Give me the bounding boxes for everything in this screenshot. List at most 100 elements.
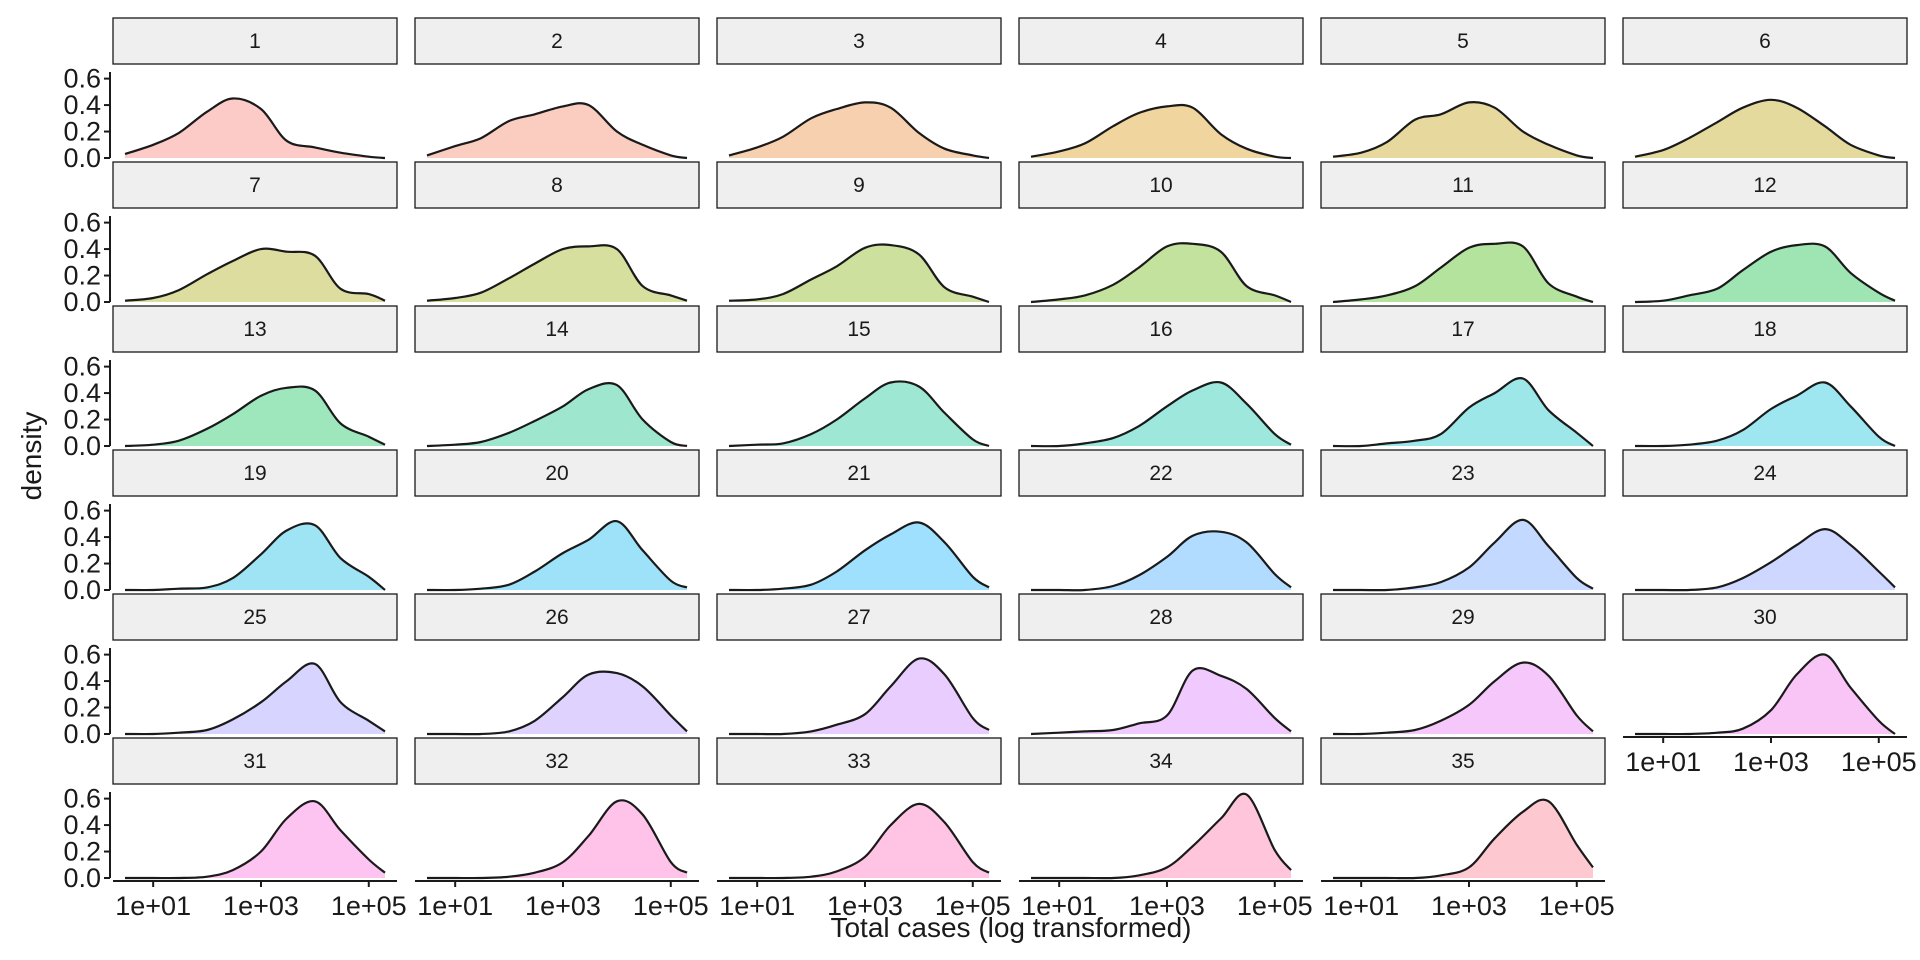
facet-strip-9 <box>716 161 1002 209</box>
density-curve-19 <box>124 522 386 592</box>
y-tick-label-0.6: 0.6 <box>63 640 101 670</box>
facet-panel-25: 25 0.00.20.40.6 <box>63 593 398 749</box>
facet-strip-27 <box>716 593 1002 641</box>
facet-strip-8 <box>414 161 700 209</box>
x-tick-label-1e+05: 1e+05 <box>331 891 407 921</box>
facet-strip-label-15: 15 <box>847 318 870 341</box>
facet-panel-13: 13 0.00.20.40.6 <box>63 305 398 461</box>
facet-strip-35 <box>1320 737 1606 785</box>
facet-strip-21 <box>716 449 1002 497</box>
density-area-3 <box>729 102 989 158</box>
facet-strip-label-14: 14 <box>545 318 569 341</box>
density-area-8 <box>427 245 687 302</box>
facet-panel-2: 2 <box>414 17 700 160</box>
facet-panel-7: 7 0.00.20.40.6 <box>63 161 398 317</box>
facet-strip-label-4: 4 <box>1155 30 1167 53</box>
density-area-2 <box>427 103 687 158</box>
density-area-11 <box>1333 242 1593 302</box>
density-area-5 <box>1333 102 1593 158</box>
density-curve-18 <box>1634 381 1896 448</box>
y-tick-label-0.0: 0.0 <box>63 863 101 893</box>
density-area-33 <box>729 803 989 879</box>
density-area-13 <box>125 386 385 446</box>
x-axis-title: Total cases (log transformed) <box>830 912 1191 943</box>
facet-strip-label-26: 26 <box>545 606 568 629</box>
x-tick-label-1e+03: 1e+03 <box>1733 747 1809 777</box>
density-curve-24 <box>1635 527 1896 592</box>
facet-strip-23 <box>1320 449 1606 497</box>
density-area-7 <box>125 248 385 302</box>
y-tick-label-0.4: 0.4 <box>63 234 101 264</box>
facet-strip-label-6: 6 <box>1759 30 1771 53</box>
y-tick-label-0.0: 0.0 <box>63 431 101 461</box>
density-area-21 <box>729 522 989 591</box>
facet-panel-29: 29 <box>1320 593 1606 736</box>
density-area-12 <box>1635 243 1895 302</box>
y-tick-label-0.6: 0.6 <box>63 496 101 526</box>
x-tick-label-1e+01: 1e+01 <box>1021 891 1097 921</box>
facet-panels: 10.00.20.40.62 3 4 5 670.00.20.40.68 9 10 11 121… <box>63 17 1917 921</box>
density-curve-2 <box>426 102 688 160</box>
x-tick-label-1e+05: 1e+05 <box>935 891 1011 921</box>
density-area-35 <box>1333 799 1593 879</box>
x-tick-label-1e+03: 1e+03 <box>1129 891 1205 921</box>
x-tick-label-1e+03: 1e+03 <box>223 891 299 921</box>
density-area-24 <box>1635 529 1895 591</box>
density-area-16 <box>1031 382 1291 447</box>
facet-strip-1 <box>112 17 398 65</box>
y-tick-label-0.2: 0.2 <box>63 117 101 147</box>
y-tick-label-0.4: 0.4 <box>63 90 101 120</box>
density-curve-14 <box>426 382 688 448</box>
density-curve-22 <box>1031 530 1292 592</box>
facet-strip-label-18: 18 <box>1753 318 1776 341</box>
density-curve-23 <box>1333 518 1594 592</box>
density-area-31 <box>125 801 385 879</box>
facet-strip-label-17: 17 <box>1451 318 1474 341</box>
density-curve-13 <box>124 385 386 448</box>
density-area-29 <box>1333 662 1593 735</box>
x-tick-label-1e+01: 1e+01 <box>417 891 493 921</box>
y-tick-label-0.0: 0.0 <box>63 719 101 749</box>
density-curve-11 <box>1332 241 1594 304</box>
facet-strip-label-32: 32 <box>545 750 568 773</box>
density-curve-32 <box>427 799 688 880</box>
facet-strip-32 <box>414 737 700 785</box>
facet-strip-16 <box>1018 305 1304 353</box>
facet-panel-12: 12 <box>1622 161 1908 304</box>
facet-panel-8: 8 <box>414 161 700 302</box>
density-curve-25 <box>124 662 386 736</box>
facet-strip-11 <box>1320 161 1606 209</box>
facet-panel-21: 21 <box>716 449 1002 592</box>
facet-panel-15: 15 <box>716 305 1002 448</box>
facet-strip-17 <box>1320 305 1606 353</box>
density-area-4 <box>1031 104 1291 158</box>
density-curve-8 <box>426 244 688 302</box>
facet-strip-label-31: 31 <box>243 750 266 773</box>
y-tick-label-0.6: 0.6 <box>63 64 101 94</box>
facet-panel-10: 10 <box>1018 161 1304 304</box>
density-area-34 <box>1031 793 1291 879</box>
facet-panel-18: 18 <box>1622 305 1908 448</box>
y-tick-label-0.0: 0.0 <box>63 575 101 605</box>
facet-strip-label-27: 27 <box>847 606 870 629</box>
density-area-6 <box>1635 99 1895 158</box>
facet-strip-7 <box>112 161 398 209</box>
density-curve-10 <box>1030 242 1292 304</box>
facet-strip-12 <box>1622 161 1908 209</box>
density-area-1 <box>125 98 385 158</box>
facet-strip-label-5: 5 <box>1457 30 1469 53</box>
facet-strip-18 <box>1622 305 1908 353</box>
density-area-15 <box>729 381 989 446</box>
density-curve-16 <box>1030 380 1292 448</box>
density-curve-29 <box>1332 661 1594 736</box>
facet-strip-label-24: 24 <box>1753 462 1777 485</box>
facet-strip-19 <box>112 449 398 497</box>
facet-panel-33: 33 1e+01 1e+03 1e+05 <box>716 737 1011 921</box>
facet-strip-20 <box>414 449 700 497</box>
density-curve-15 <box>728 380 990 448</box>
density-area-10 <box>1031 243 1291 302</box>
density-area-9 <box>729 244 989 302</box>
facet-strip-10 <box>1018 161 1304 209</box>
density-area-23 <box>1333 519 1593 591</box>
y-axis-title: density <box>16 412 47 501</box>
